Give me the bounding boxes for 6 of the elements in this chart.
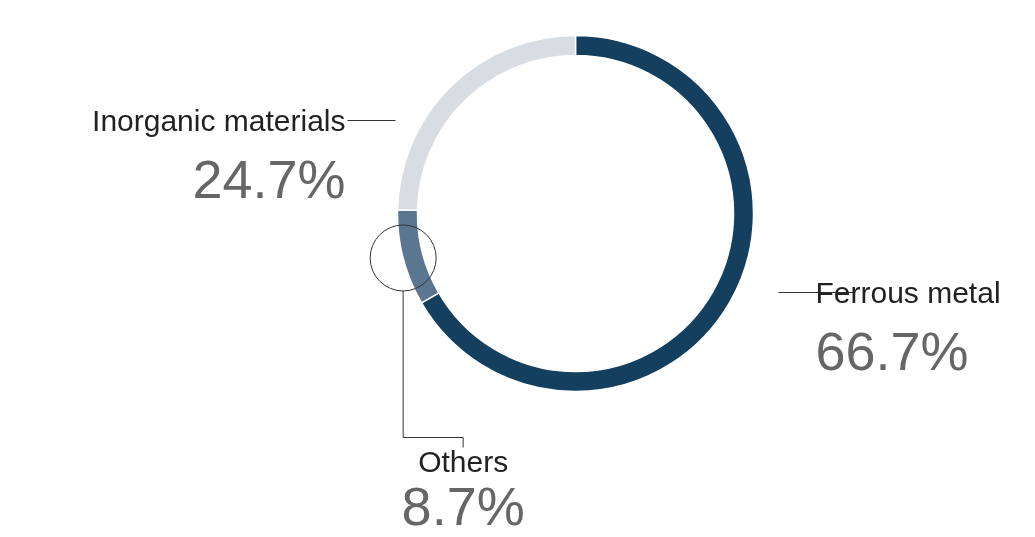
slice-label: Ferrous metal (815, 276, 1001, 309)
data-label: 8.7% (401, 475, 525, 536)
data-label: 66.7% (815, 320, 969, 381)
slice-label: Others (418, 445, 509, 478)
data-label: 24.7% (192, 148, 346, 209)
slice-label: Inorganic materials (92, 104, 346, 137)
